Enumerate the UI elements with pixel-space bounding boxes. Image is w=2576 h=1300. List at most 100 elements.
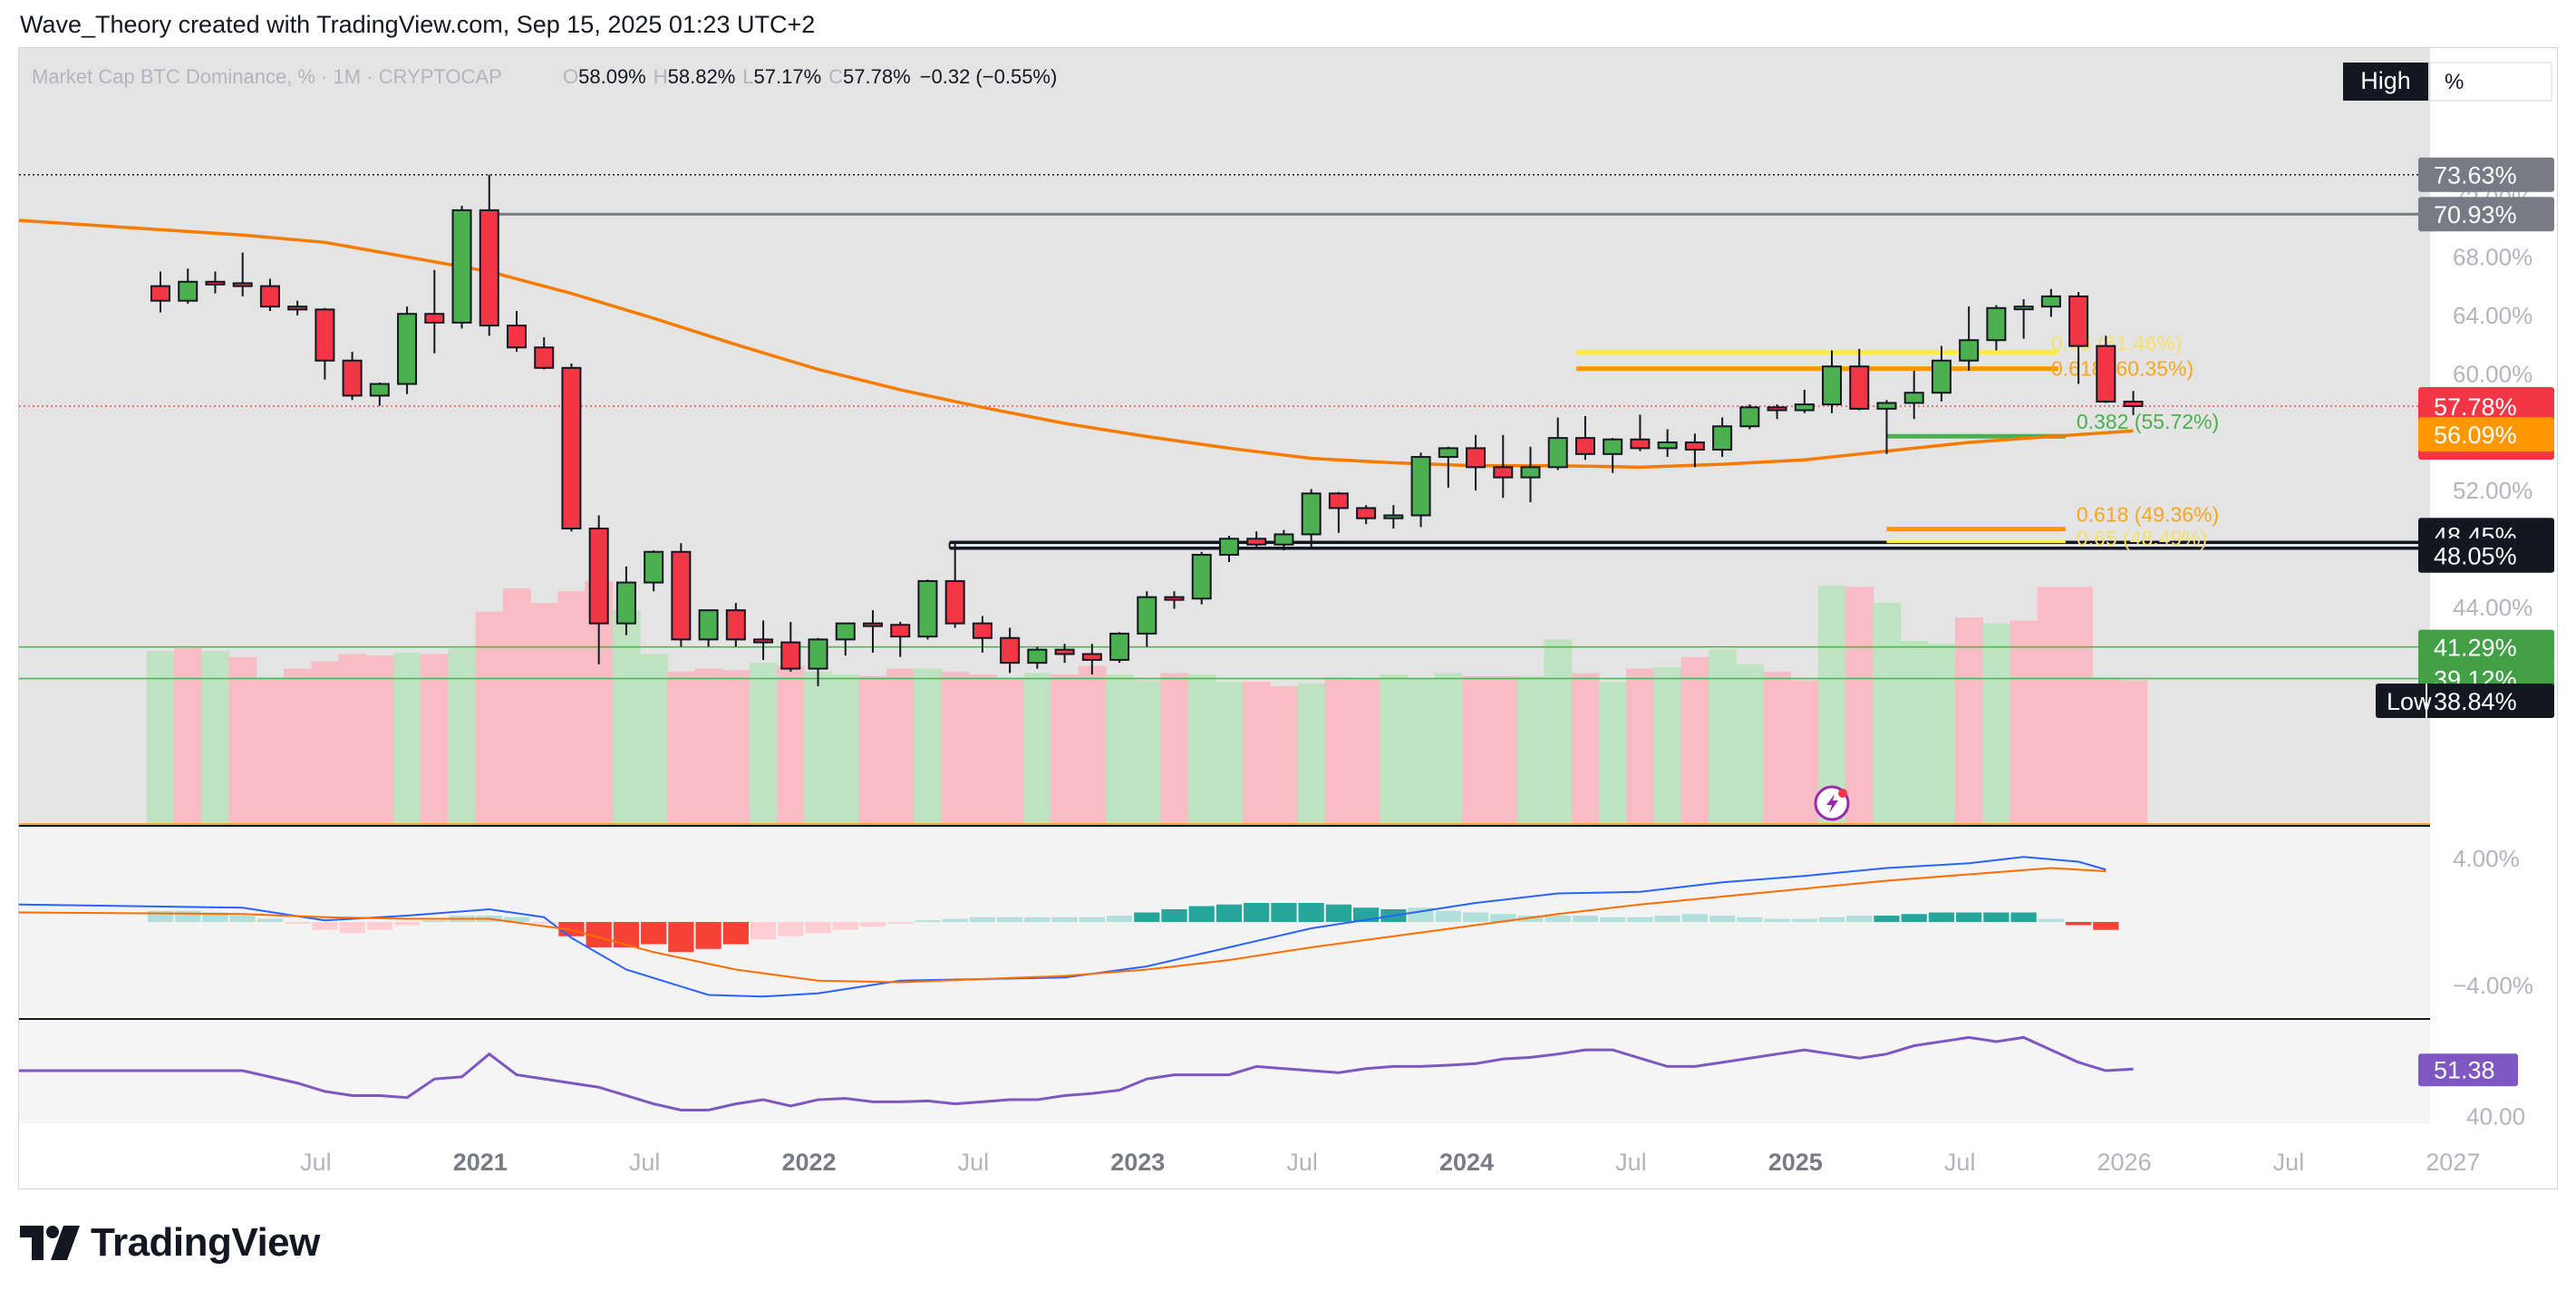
candle [1000, 627, 1021, 674]
candle [1410, 452, 1431, 528]
tradingview-logo[interactable]: TradingView [20, 1220, 320, 1266]
candle-body [698, 609, 719, 641]
candle-body [1603, 438, 1623, 455]
volume-bar [914, 668, 943, 823]
candle [205, 271, 226, 294]
candle-body [1109, 632, 1130, 661]
candle [1218, 536, 1239, 563]
candle [1739, 404, 1760, 430]
candle [1493, 434, 1514, 499]
candle [2096, 335, 2116, 403]
unit-toggle[interactable]: % [2429, 62, 2552, 102]
candle [1986, 305, 2007, 351]
candle-body [397, 313, 418, 385]
volume-bar [2064, 587, 2093, 823]
macd-histogram-bar [859, 922, 886, 927]
volume-bar [640, 654, 668, 823]
price-tick-label: 64.00% [2453, 302, 2532, 329]
candle [1657, 429, 1678, 458]
chart-frame[interactable]: 0.65 (61.46%) 0.618 (60.35%) 0.382 (55.72%… [18, 47, 2558, 1189]
candle-body [178, 280, 199, 302]
axis-badge-7093-text: 70.93% [2434, 201, 2517, 228]
fib-label-lower-065: 0.65 (48.49%) [2077, 527, 2207, 550]
high-button[interactable]: High [2343, 63, 2428, 101]
volume-bar [1817, 585, 1846, 823]
macd-histogram-bar [1654, 916, 1680, 922]
candle-body [2096, 344, 2116, 403]
macd-histogram-bar [1271, 903, 1297, 922]
axis-badge-4129-bg [2418, 629, 2554, 665]
candle-body [1466, 447, 1487, 469]
time-tick-label: Jul [2273, 1149, 2305, 1176]
candle [808, 637, 828, 686]
time-tick-label: 2023 [1110, 1149, 1165, 1176]
macd-histogram-bar [1901, 914, 1927, 922]
volume-bar [1927, 644, 1956, 823]
candle-body [1794, 403, 1815, 412]
legend-l-label: L [742, 65, 753, 88]
macd-histogram-bar [366, 922, 392, 930]
price-chart[interactable]: 0.65 (61.46%)0.618 (60.35%)0.382 (55.72%… [19, 48, 2557, 1188]
price-tick-label: 68.00% [2453, 243, 2532, 270]
rsi-pane-bg [19, 1022, 2430, 1123]
volume-bar [1105, 674, 1134, 823]
macd-histogram-bar [202, 912, 228, 922]
high-label: High [2360, 67, 2411, 94]
candle [615, 566, 636, 635]
macd-histogram-bar [1079, 917, 1105, 922]
candle-body [2013, 306, 2034, 311]
volume-bar [2009, 620, 2039, 823]
volume-bar [1407, 678, 1436, 823]
volume-bar [256, 677, 285, 823]
candle-body [1301, 492, 1322, 536]
flash-icon[interactable] [1814, 785, 1850, 821]
volume-bar [174, 648, 202, 823]
candle [944, 543, 965, 628]
axis-badge-4805-text: 48.05% [2434, 543, 2517, 570]
candle-body [1657, 441, 1678, 450]
macd-histogram-bar [887, 922, 914, 924]
volume-bar [1516, 675, 1545, 823]
volume-bar [1544, 639, 1573, 823]
volume-bar [1736, 664, 1765, 823]
axis-badge-7363-text: 73.63% [2434, 162, 2517, 189]
volume-bar [201, 651, 230, 823]
candle-body [315, 308, 335, 362]
candle-body [1356, 507, 1377, 519]
axis-badge-ma: 56.09% [2418, 417, 2554, 452]
candle [890, 622, 911, 657]
macd-histogram-bar [641, 922, 667, 945]
candle-body [1027, 648, 1048, 665]
volume-bar [831, 674, 860, 823]
candle-body [1218, 538, 1239, 556]
macd-histogram-bar [722, 922, 749, 945]
volume-bar [1434, 673, 1463, 823]
candle [534, 336, 555, 370]
candle [1603, 438, 1623, 473]
time-tick-label: Jul [1615, 1149, 1647, 1176]
candle [315, 307, 335, 380]
candle-body [725, 609, 746, 641]
candle [1767, 404, 1787, 420]
candle-body [1000, 636, 1021, 665]
rsi-line [19, 1035, 2134, 1112]
candle [287, 300, 308, 315]
candle-body [1328, 492, 1349, 509]
macd-histogram-bar [832, 922, 858, 930]
candle-body [2068, 295, 2089, 347]
macd-histogram-bar [1188, 906, 1215, 922]
volume-bar [2092, 677, 2121, 823]
chart-background [19, 48, 2430, 1123]
candle [588, 515, 609, 665]
volume-bars [146, 580, 2148, 823]
macd-histogram-bar [1818, 917, 1845, 922]
macd-histogram-bar [1572, 916, 1599, 922]
axis-badge-4129: 41.29% [2418, 629, 2554, 665]
candle-body [451, 209, 472, 324]
legend-o-label: O [563, 65, 578, 88]
candle [1137, 591, 1157, 647]
price-axis: 72.00%68.00%64.00%60.00%52.00%44.00%4.00… [2376, 48, 2557, 1188]
candle-body [1438, 447, 1458, 459]
candle-body [534, 346, 555, 369]
macd-pane [19, 856, 2119, 998]
